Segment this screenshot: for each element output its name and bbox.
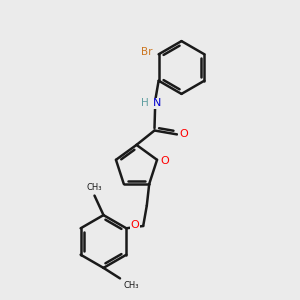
Text: Br: Br [142,47,153,57]
Text: H: H [141,98,149,109]
Text: CH₃: CH₃ [124,281,139,290]
Text: CH₃: CH₃ [87,183,102,192]
Text: O: O [130,220,139,230]
Text: N: N [153,98,161,109]
Text: O: O [179,129,188,139]
Text: O: O [160,156,169,166]
